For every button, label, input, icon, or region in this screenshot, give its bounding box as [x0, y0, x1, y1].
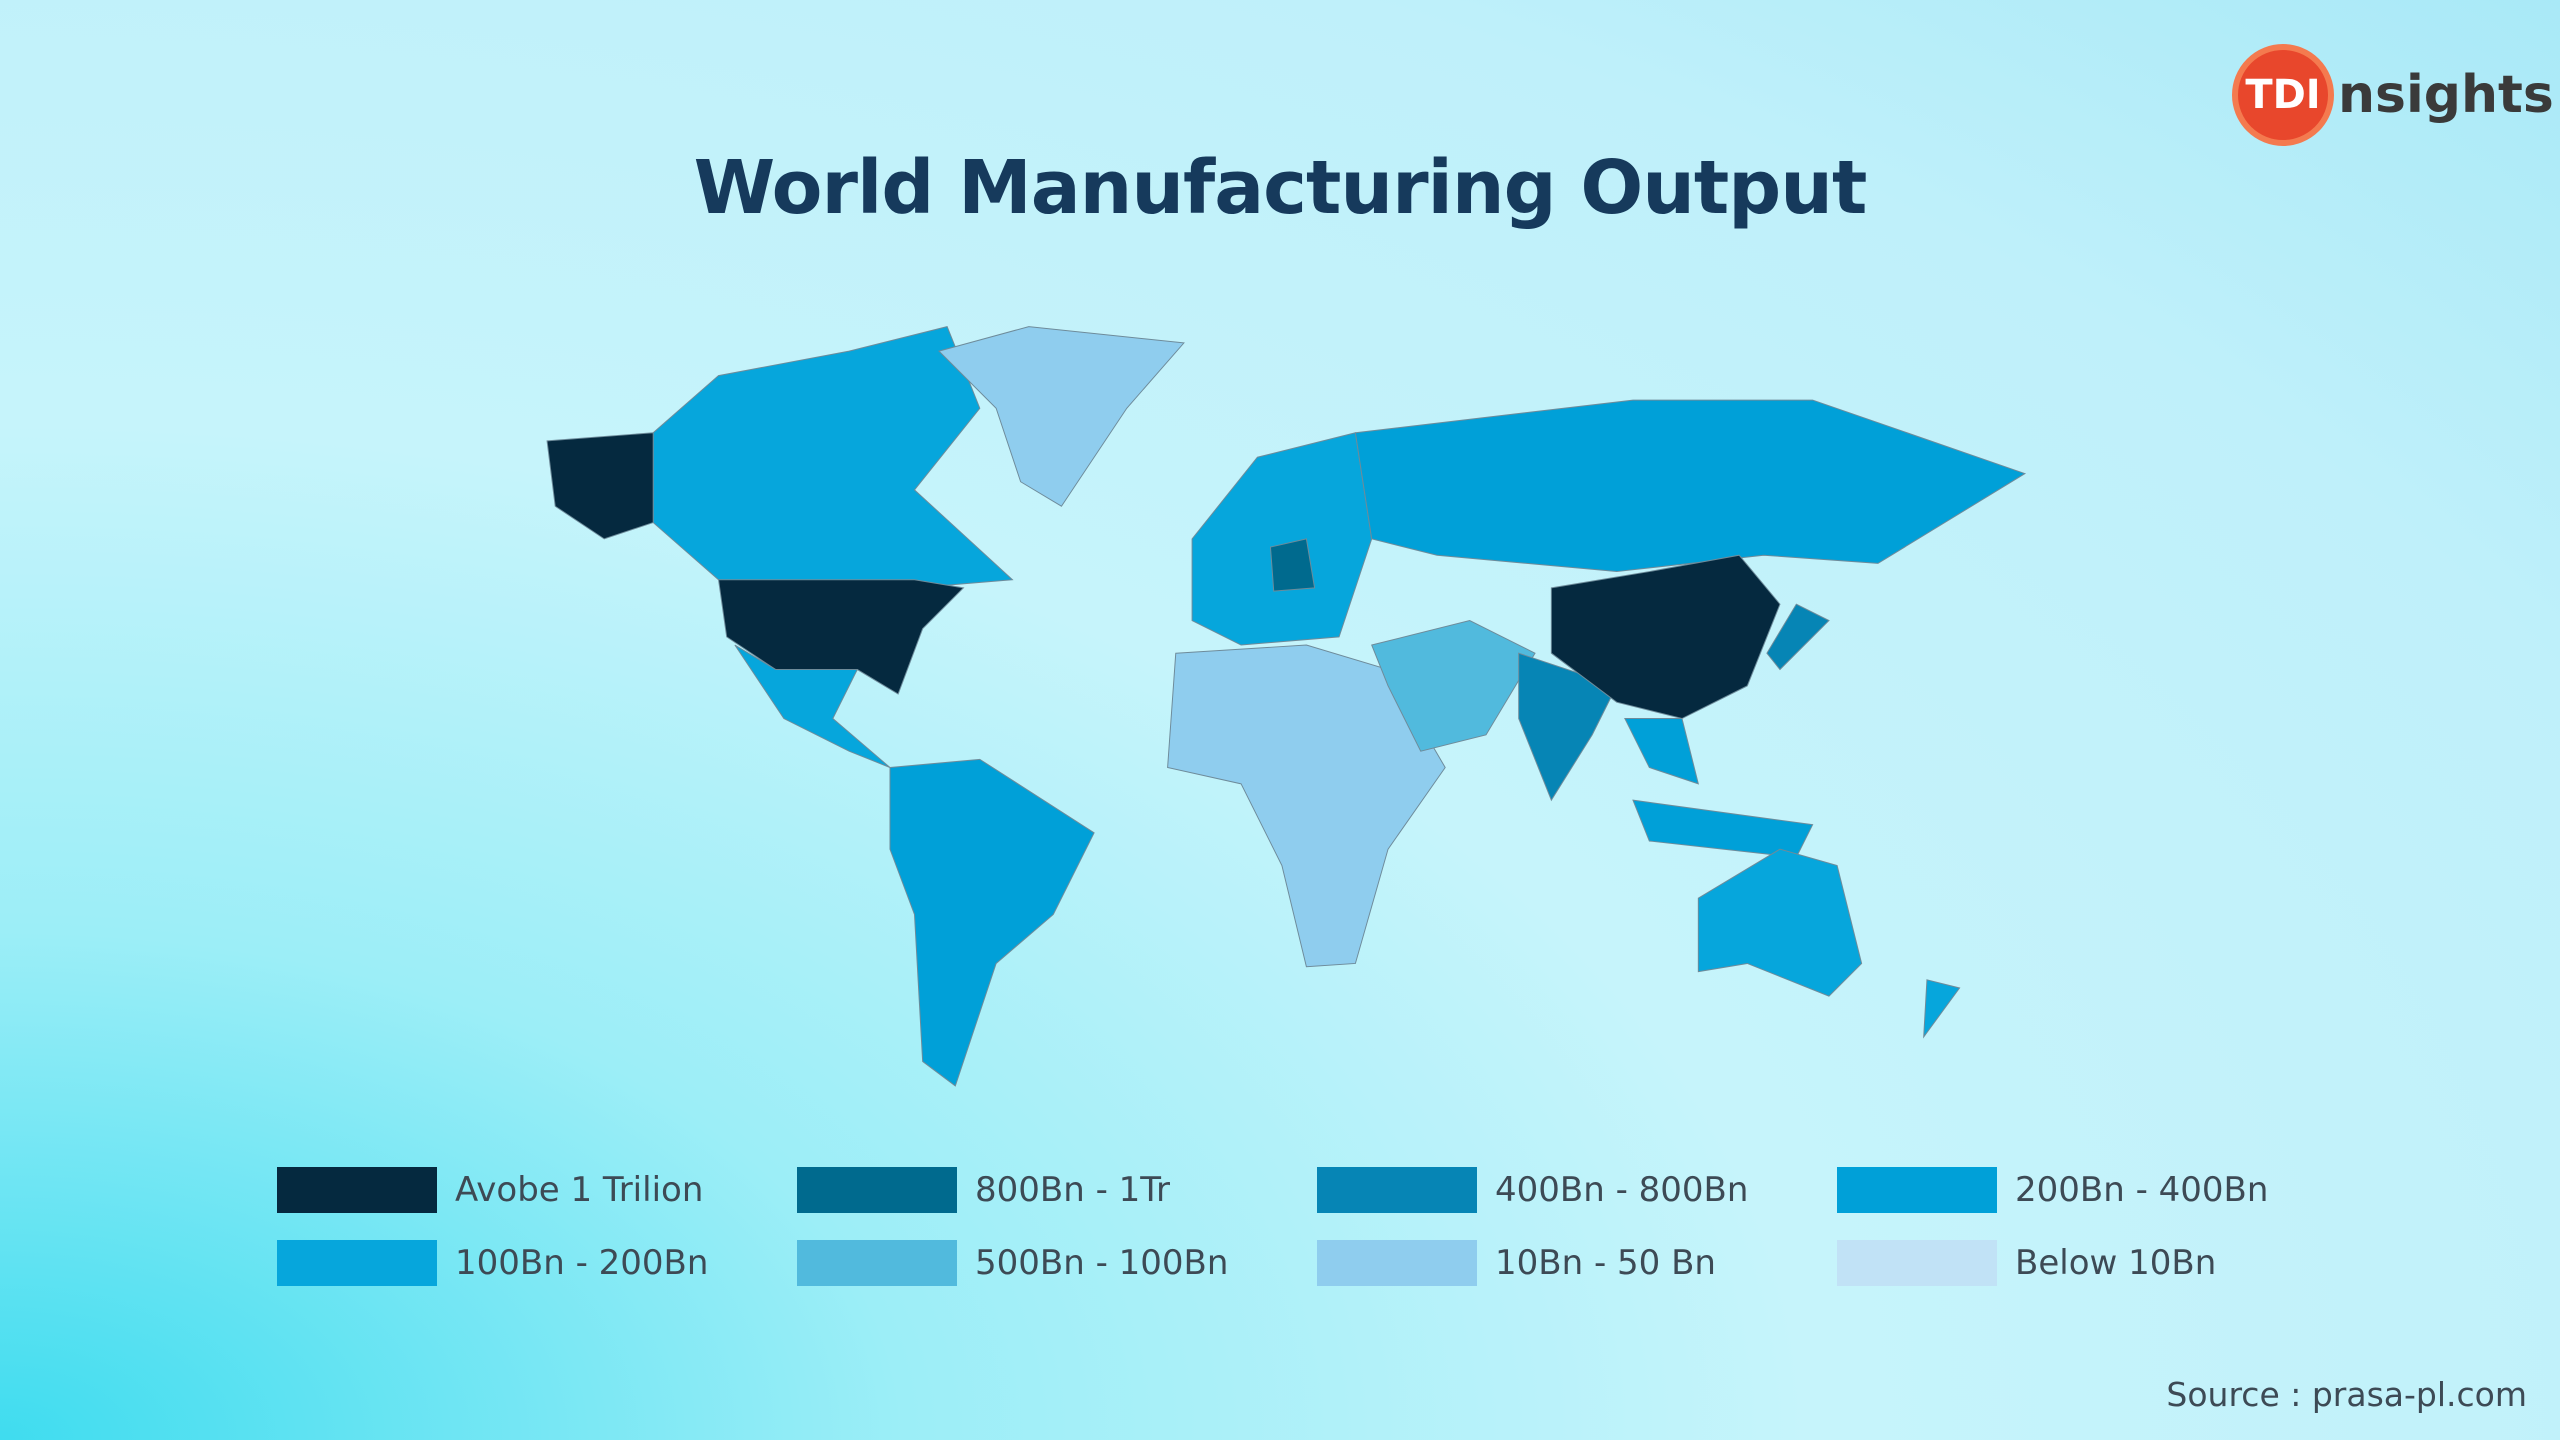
title: World Manufacturing Output [693, 145, 1868, 231]
legend-item: Avobe 1 Trilion [277, 1167, 797, 1213]
legend-label: 500Bn - 100Bn [975, 1243, 1229, 1283]
middle-east [1371, 620, 1536, 752]
legend-label: 800Bn - 1Tr [975, 1170, 1171, 1210]
logo: TDI nsights [2232, 40, 2554, 150]
legend-swatch [1837, 1240, 1997, 1286]
south-america [889, 758, 1095, 1087]
legend-item: 800Bn - 1Tr [797, 1167, 1317, 1213]
australia [1697, 848, 1863, 997]
legend-swatch [277, 1240, 437, 1286]
russia [1354, 399, 2027, 573]
legend-label: Avobe 1 Trilion [455, 1170, 704, 1210]
indonesia [1632, 799, 1814, 858]
africa [1167, 644, 1446, 968]
legend-swatch [1837, 1167, 1997, 1213]
southeast-asia [1624, 718, 1700, 785]
legend-label: 200Bn - 400Bn [2015, 1170, 2269, 1210]
legend-item: 200Bn - 400Bn [1837, 1167, 2357, 1213]
legend-label: 100Bn - 200Bn [455, 1243, 709, 1283]
germany [1269, 538, 1316, 592]
logo-mark: TDI [2232, 44, 2334, 146]
legend-label: Below 10Bn [2015, 1243, 2217, 1283]
greenland [938, 326, 1185, 507]
canada [652, 326, 1014, 589]
legend: Avobe 1 Trilion 800Bn - 1Tr 400Bn - 800Bn 2… [277, 1167, 2377, 1286]
legend-swatch [1317, 1167, 1477, 1213]
source: Source : prasa-pl.com [2166, 1375, 2527, 1414]
japan [1766, 603, 1830, 671]
legend-swatch [277, 1167, 437, 1213]
legend-swatch [797, 1167, 957, 1213]
europe [1191, 432, 1373, 646]
legend-item: 100Bn - 200Bn [277, 1240, 797, 1286]
legend-label: 400Bn - 800Bn [1495, 1170, 1749, 1210]
legend-item: 10Bn - 50 Bn [1317, 1240, 1837, 1286]
legend-item: 400Bn - 800Bn [1317, 1167, 1837, 1213]
new-zealand [1923, 979, 1961, 1039]
logo-text: nsights [2338, 65, 2554, 125]
china [1550, 554, 1781, 720]
legend-swatch [1317, 1240, 1477, 1286]
mexico [734, 644, 891, 768]
legend-item: 500Bn - 100Bn [797, 1240, 1317, 1286]
legend-swatch [797, 1240, 957, 1286]
usa [717, 579, 965, 695]
legend-label: 10Bn - 50 Bn [1495, 1243, 1716, 1283]
legend-item: Below 10Bn [1837, 1240, 2357, 1286]
alaska [546, 432, 654, 540]
